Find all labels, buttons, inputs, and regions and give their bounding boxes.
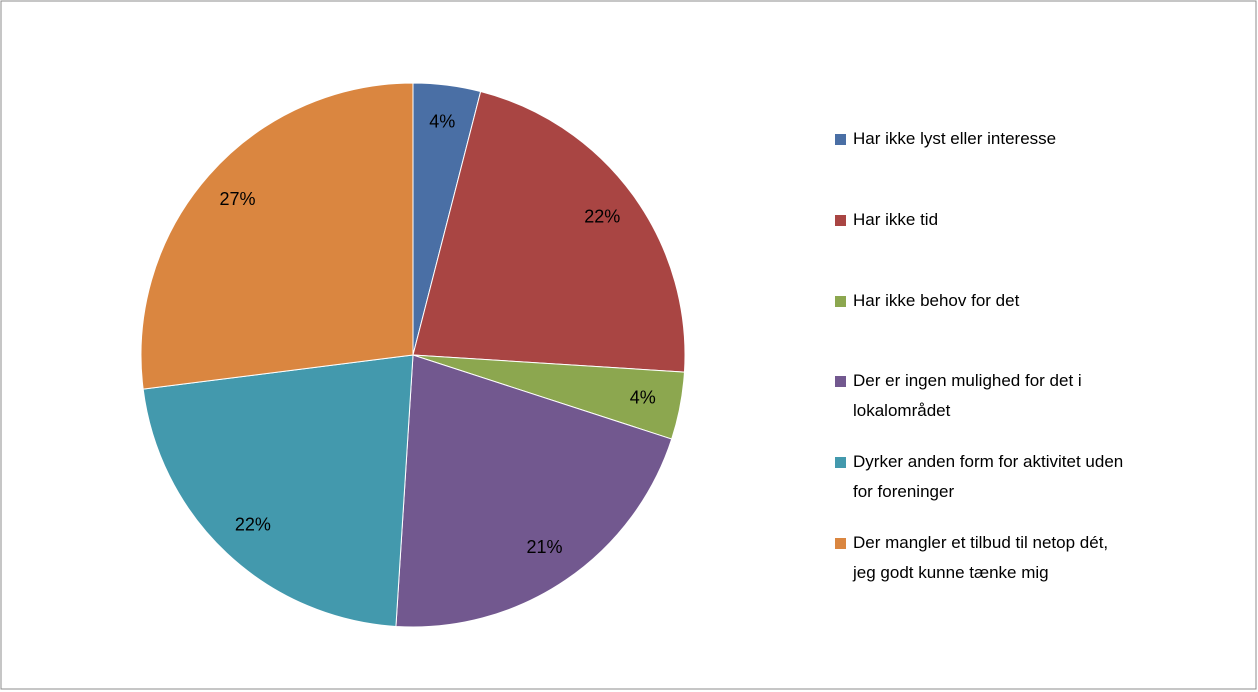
data-label: 22% (584, 206, 620, 226)
legend-item: Har ikke tid (835, 205, 1135, 235)
legend-item: Der mangler et tilbud til netop dét, jeg… (835, 528, 1135, 588)
pie-slice (140, 82, 414, 390)
legend-swatch (835, 538, 846, 549)
legend-swatch (835, 295, 846, 307)
legend-swatch (835, 134, 846, 145)
legend-swatch (835, 214, 846, 226)
legend-item: Har ikke lyst eller interesse (835, 124, 1135, 154)
legend-label: Har ikke behov for det (853, 290, 1020, 310)
legend-swatch (835, 457, 846, 469)
data-label: 21% (526, 537, 562, 557)
legend-swatch (835, 376, 846, 388)
legend-label: Der er ingen mulighed for det i lokalomr… (853, 371, 1082, 421)
legend-label: Har ikke lyst eller interesse (853, 129, 1057, 148)
legend-label: Dyrker anden form for aktivitet uden for… (853, 452, 1124, 502)
pie-slice (395, 354, 673, 628)
data-label: 27% (220, 189, 256, 209)
data-label: 22% (235, 514, 271, 534)
pie-slice (142, 354, 414, 627)
data-label: 4% (630, 388, 656, 408)
data-label: 4% (429, 112, 455, 132)
legend-label: Der mangler et tilbud til netop dét, jeg… (853, 533, 1109, 582)
pie-slice (412, 90, 686, 373)
legend-item: Dyrker anden form for aktivitet uden for… (835, 447, 1135, 507)
legend-item: Har ikke behov for det (835, 286, 1135, 316)
legend-item: Der er ingen mulighed for det i lokalomr… (835, 366, 1135, 426)
legend-label: Har ikke tid (853, 209, 939, 229)
